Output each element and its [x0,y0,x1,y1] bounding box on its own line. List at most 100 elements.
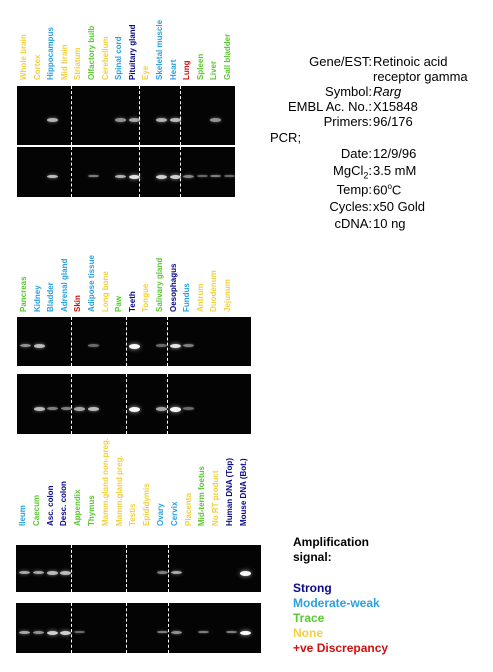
lane-label: Striatum [73,47,83,80]
gel-image [16,603,261,653]
gel-band [47,118,59,123]
gene-value: Retinoic acid [373,54,448,69]
lane-label: Adrenal gland [59,258,69,312]
lane-label: Desc. colon [59,481,69,526]
lane-label: Duodenum [209,270,219,312]
gel-band [60,570,72,575]
mgcl-key-text: MgCl [333,163,364,178]
gel-image [17,86,235,145]
gel-band [128,407,140,412]
lane-label: Mouse DNA (Bot.) [238,458,248,526]
gel-band [169,407,181,412]
lane-label: Lung [182,60,192,80]
lane-label: Mid brain [59,44,69,80]
gene-key: Gene/EST: [309,54,372,69]
legend-strong: Strong [293,581,332,595]
pcr-key: PCR; [270,130,302,145]
gel-band [169,174,181,179]
gel-band [183,407,195,410]
lane-label: Heart [168,59,178,80]
gel-band [157,570,168,574]
lane-label: Mid-term foetus [197,466,207,526]
gel-band [32,570,44,575]
gel-band [60,630,72,635]
lane-label: Long bone [100,271,110,312]
lane-label: Thymus [87,495,96,526]
gel-band [74,630,86,634]
lane-divider [71,317,73,366]
gel-band [46,570,58,575]
gel-band [33,343,45,348]
legend-moderate: Moderate-weak [293,596,380,610]
gel-band [170,570,182,575]
gel-band [156,407,167,411]
gel-band [210,118,222,122]
lane-label: Eye [141,65,151,80]
lane-label: Liver [209,60,219,80]
date-value: 12/9/96 [373,146,417,161]
lane-label: Caecum [31,494,41,526]
gel-band [47,407,59,410]
mgcl-key-subscript: 2 [363,170,369,181]
gel-band [60,407,72,410]
symbol-value: Rarg [373,84,402,99]
lane-divider [125,317,127,366]
gel-band [198,630,210,634]
gel-band [156,118,167,123]
temp-value: 60oC [373,182,401,197]
lane-label: Epididymis [142,483,152,526]
lane-divider [167,545,169,592]
mgcl-value: 3.5 mM [373,163,417,178]
cycles-key: Cycles: [329,199,372,214]
gel-band [19,630,30,634]
lane-label: Appendix [73,489,83,526]
cdna-key: cDNA: [334,216,372,231]
gel-band [183,343,195,347]
gel-band [128,343,140,349]
gel-band [224,174,235,178]
gel-band [128,174,140,179]
legend: Amplification signal: Strong Moderate-we… [293,535,388,656]
lane-label: Spleen [195,53,205,80]
lane-divider [180,86,182,145]
lane-label: Fundus [182,283,192,312]
gel-band [169,343,181,349]
gel-band [74,407,86,411]
lane-divider [166,374,168,434]
gel-band [115,174,127,179]
lane-label: Ileum [18,505,27,526]
lane-label: Asc. colon [45,485,55,526]
lane-divider [139,147,141,197]
lane-label: Bladder [46,282,56,312]
symbol-key: Symbol: [325,84,372,99]
primers-key: Primers: [323,114,372,129]
lane-label: Hippocampus [46,27,56,80]
temp-key: Temp: [336,182,372,197]
cdna-value: 10 ng [373,216,406,231]
lane-divider [71,545,73,592]
gene-value-2: receptor gamma [373,69,468,84]
gel-band [239,630,251,636]
gel-band [128,118,140,122]
lane-label: Paw [114,295,124,312]
lane-label: Pancreas [19,276,28,312]
gel-band [156,174,167,179]
lane-divider [167,603,169,653]
lane-label: Cortex [32,54,42,80]
lane-divider [71,374,73,434]
lane-label: Cervix [169,501,179,526]
lane-label: Skeletal muscle [155,19,164,80]
gel-band [115,118,127,122]
gel-image [17,147,235,197]
lane-divider [125,374,127,434]
gel-band [169,118,181,123]
gel-band [226,630,237,634]
lane-label: Placenta [183,493,193,526]
mgcl-key: MgCl2: [298,163,372,181]
lane-divider [71,86,73,145]
legend-title-2: signal: [293,550,332,564]
gel-band [88,174,99,178]
gel-image [16,545,261,592]
temp-value-number: 60 [373,182,388,198]
